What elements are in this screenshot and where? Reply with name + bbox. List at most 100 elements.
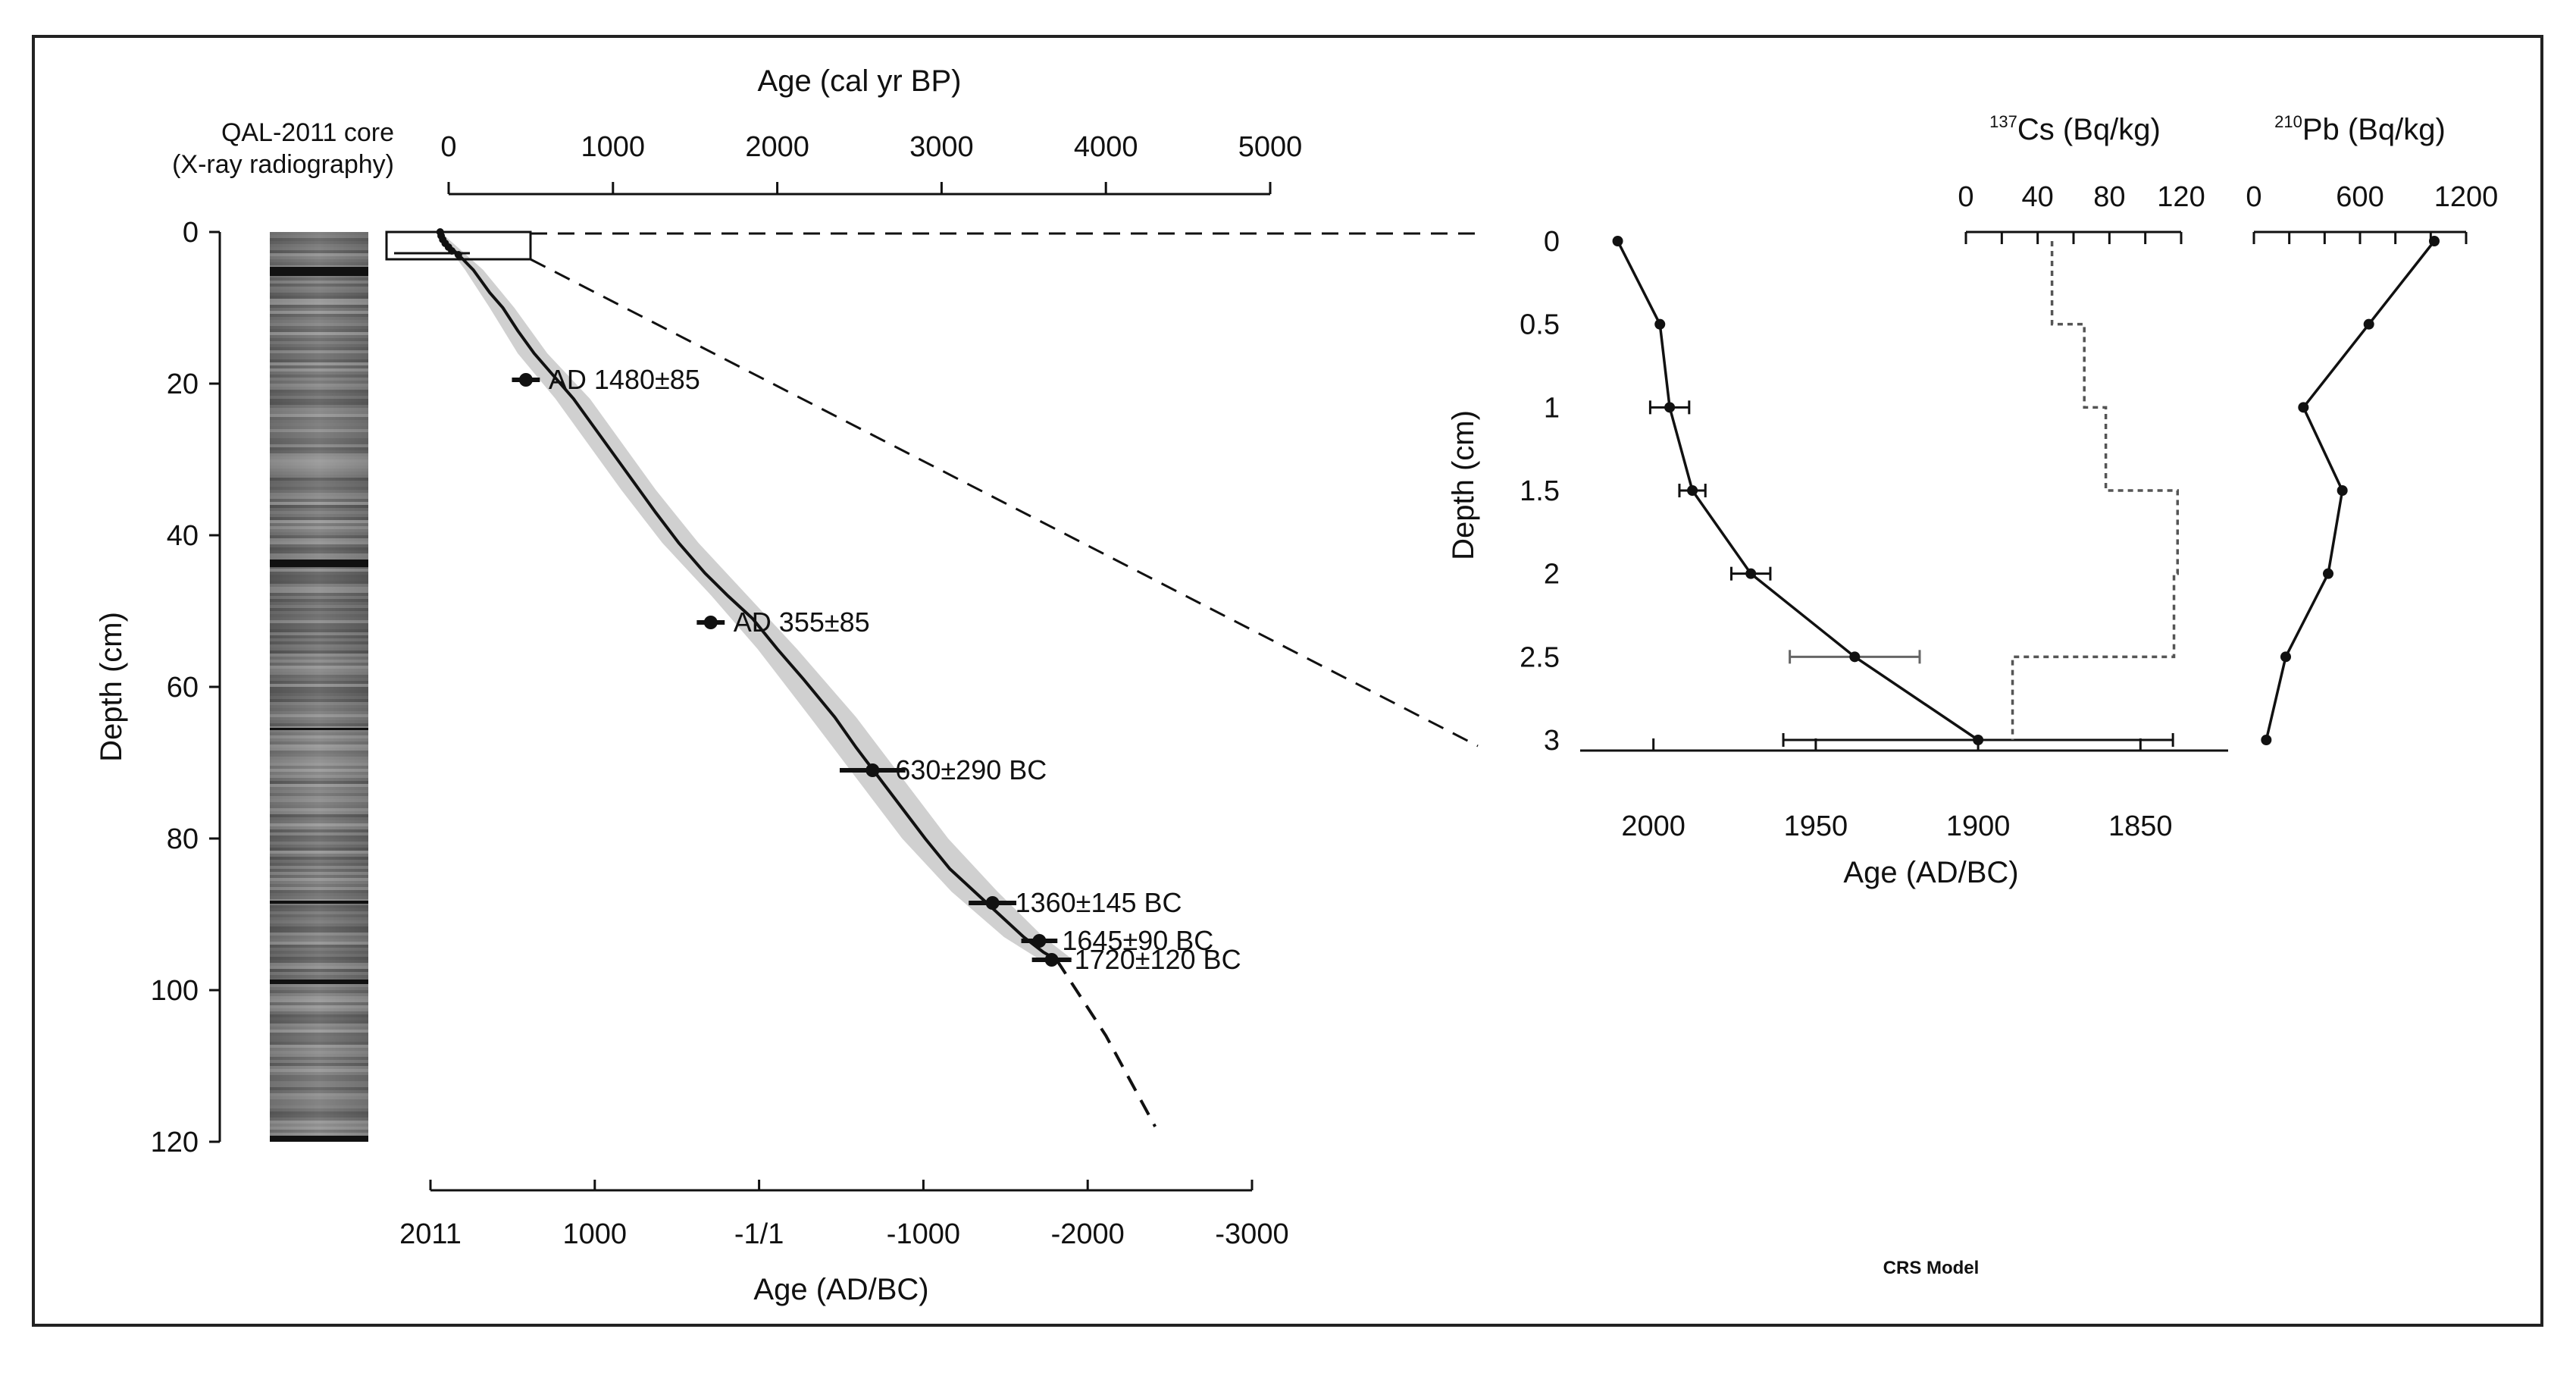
core-band [270, 253, 368, 256]
core-band [270, 256, 368, 259]
core-band [270, 996, 368, 999]
pb210-tick-label: 1200 [2434, 181, 2499, 213]
core-band [270, 408, 368, 411]
core-band [270, 320, 368, 323]
core-band [270, 987, 368, 990]
core-band [270, 605, 368, 608]
depth-tick-label: 40 [167, 520, 199, 552]
core-band [270, 1108, 368, 1111]
core-band [270, 669, 368, 672]
core-band [270, 593, 368, 596]
core-band [270, 984, 368, 987]
core-band [270, 893, 368, 896]
date-label: 1360±145 BC [1016, 887, 1182, 918]
crs-age-tick-label: 2000 [1621, 810, 1686, 842]
core-band [270, 939, 368, 942]
core-band [270, 459, 368, 462]
core-band [270, 790, 368, 793]
core-band [270, 1039, 368, 1042]
core-band [270, 793, 368, 796]
core-band [270, 308, 368, 311]
core-band [270, 611, 368, 614]
cs137-tick-label: 80 [2093, 181, 2125, 213]
core-dark-layer [270, 728, 368, 730]
core-band [270, 923, 368, 926]
core-band [270, 760, 368, 763]
date-label: AD 1480±85 [549, 364, 700, 395]
crs-depth-tick-label: 0.5 [1520, 309, 1560, 341]
bottom-age-tick-label: -1/1 [734, 1218, 784, 1250]
crs-depth-tick-label: 0 [1544, 226, 1560, 258]
core-band [270, 684, 368, 687]
core-band [270, 426, 368, 429]
core-band [270, 490, 368, 493]
core-band [270, 1121, 368, 1124]
pb210-point [2261, 735, 2272, 745]
core-band [270, 393, 368, 396]
crs-depth-tick-label: 2.5 [1520, 641, 1560, 673]
core-band [270, 705, 368, 708]
core-band [270, 675, 368, 678]
core-band [270, 957, 368, 960]
core-band [270, 714, 368, 717]
core-band [270, 517, 368, 520]
core-band [270, 472, 368, 475]
core-band [270, 511, 368, 514]
core-band [270, 787, 368, 790]
core-band [270, 948, 368, 951]
core-band [270, 772, 368, 775]
core-band [270, 929, 368, 933]
core-band [270, 235, 368, 238]
core-band [270, 441, 368, 444]
core-band [270, 347, 368, 350]
core-band [270, 681, 368, 684]
core-band [270, 238, 368, 241]
core-band [270, 817, 368, 820]
core-band [270, 647, 368, 650]
core-band [270, 438, 368, 441]
date-label: 1720±120 BC [1075, 944, 1241, 975]
crs-age-tick-label: 1850 [2108, 810, 2173, 842]
core-band [270, 933, 368, 936]
core-band [270, 365, 368, 368]
core-band [270, 1020, 368, 1023]
depth-axis-left: 0 20 40 60 80 100 120 [151, 217, 221, 1158]
core-band [270, 1099, 368, 1102]
core-dark-layer [270, 901, 368, 904]
top-age-axis: 0 1000 2000 3000 4000 5000 [440, 131, 1303, 196]
core-band [270, 1066, 368, 1069]
extrapolation-line [1055, 958, 1157, 1127]
core-band [270, 608, 368, 611]
core-band [270, 1033, 368, 1036]
core-band [270, 738, 368, 741]
core-band [270, 362, 368, 365]
core-band [270, 872, 368, 875]
core-band [270, 311, 368, 314]
core-band [270, 450, 368, 453]
cs137-label-text: Cs (Bq/kg) [2017, 113, 2161, 146]
core-band [270, 553, 368, 556]
core-band [270, 538, 368, 541]
core-band [270, 1030, 368, 1033]
core-band [270, 775, 368, 778]
pb210-point [2323, 568, 2333, 579]
core-band [270, 259, 368, 262]
core-band [270, 1027, 368, 1030]
core-band [270, 842, 368, 845]
core-band [270, 911, 368, 914]
bottom-age-axis: 2011 1000 -1/1 -1000 -2000 -3000 [399, 1180, 1289, 1250]
top-age-tick-label: 5000 [1238, 131, 1303, 163]
core-band [270, 757, 368, 760]
core-band [270, 587, 368, 590]
core-band [270, 378, 368, 381]
core-band [270, 860, 368, 863]
core-band [270, 814, 368, 817]
core-band [270, 296, 368, 299]
core-band [270, 784, 368, 787]
bottom-age-tick-label: 2011 [399, 1218, 462, 1250]
crs-point [1687, 485, 1698, 496]
core-image [270, 232, 368, 1142]
core-band [270, 523, 368, 526]
core-band [270, 284, 368, 287]
